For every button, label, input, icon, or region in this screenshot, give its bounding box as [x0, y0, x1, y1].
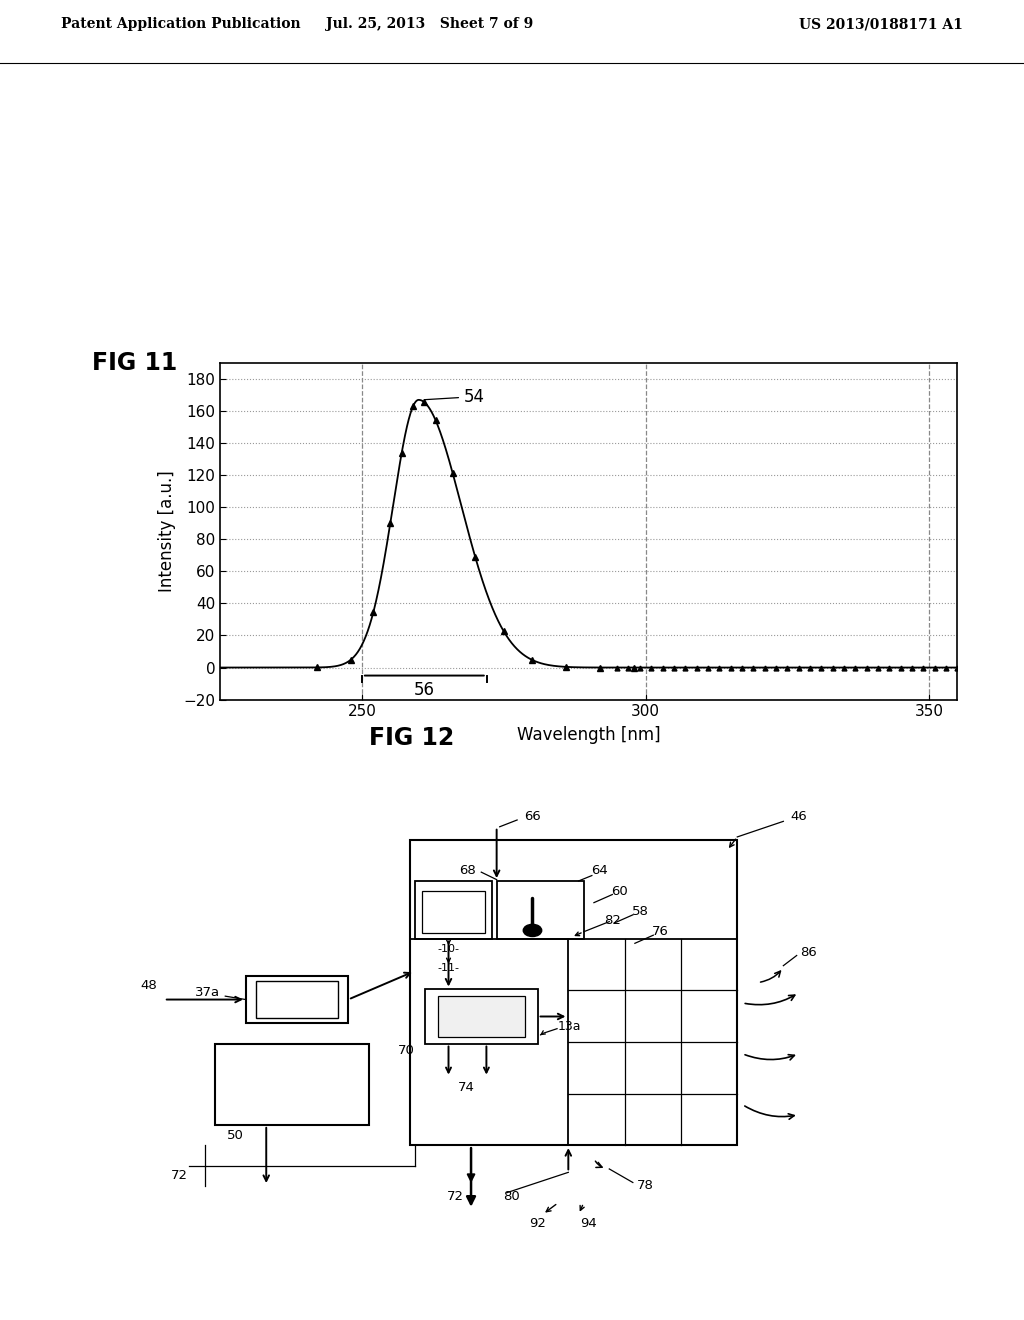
Text: 86: 86: [801, 945, 817, 958]
Bar: [246, 975, 348, 1023]
Text: 13a: 13a: [558, 1020, 582, 1034]
X-axis label: Wavelength [nm]: Wavelength [nm]: [517, 726, 660, 744]
Text: 72: 72: [171, 1170, 187, 1183]
Text: 94: 94: [581, 1217, 597, 1230]
Text: 54: 54: [424, 388, 485, 405]
Text: 80: 80: [504, 1189, 520, 1203]
Text: -10-: -10-: [437, 944, 460, 954]
Bar: [425, 990, 538, 1044]
Bar: [422, 891, 485, 933]
Text: 46: 46: [791, 810, 807, 824]
Bar: [410, 841, 737, 1146]
Text: 78: 78: [637, 1179, 653, 1192]
Text: 66: 66: [524, 810, 541, 824]
Circle shape: [523, 924, 542, 936]
Text: Jul. 25, 2013   Sheet 7 of 9: Jul. 25, 2013 Sheet 7 of 9: [327, 17, 534, 32]
Text: 82: 82: [604, 913, 621, 927]
Text: 74: 74: [458, 1081, 474, 1094]
Bar: [438, 997, 525, 1036]
Bar: [256, 981, 338, 1018]
Text: 60: 60: [611, 884, 628, 898]
Text: 50: 50: [227, 1129, 244, 1142]
Text: 70: 70: [398, 1044, 415, 1057]
Text: -11-: -11-: [437, 962, 460, 973]
Text: 58: 58: [632, 906, 648, 917]
Y-axis label: Intensity [a.u.]: Intensity [a.u.]: [159, 470, 176, 593]
Text: FIG 12: FIG 12: [369, 726, 454, 750]
Text: US 2013/0188171 A1: US 2013/0188171 A1: [799, 17, 963, 32]
Text: 48: 48: [140, 979, 157, 993]
Text: 92: 92: [529, 1217, 546, 1230]
Bar: [497, 880, 584, 939]
Bar: [415, 880, 492, 939]
Bar: [215, 1044, 369, 1125]
Text: Patent Application Publication: Patent Application Publication: [61, 17, 301, 32]
Text: 72: 72: [447, 1189, 464, 1203]
Text: 68: 68: [460, 865, 476, 878]
Text: 37a: 37a: [195, 986, 220, 999]
Text: 64: 64: [591, 865, 607, 878]
Text: 76: 76: [652, 925, 669, 939]
Text: FIG 11: FIG 11: [92, 351, 177, 375]
Text: 56: 56: [414, 681, 435, 700]
